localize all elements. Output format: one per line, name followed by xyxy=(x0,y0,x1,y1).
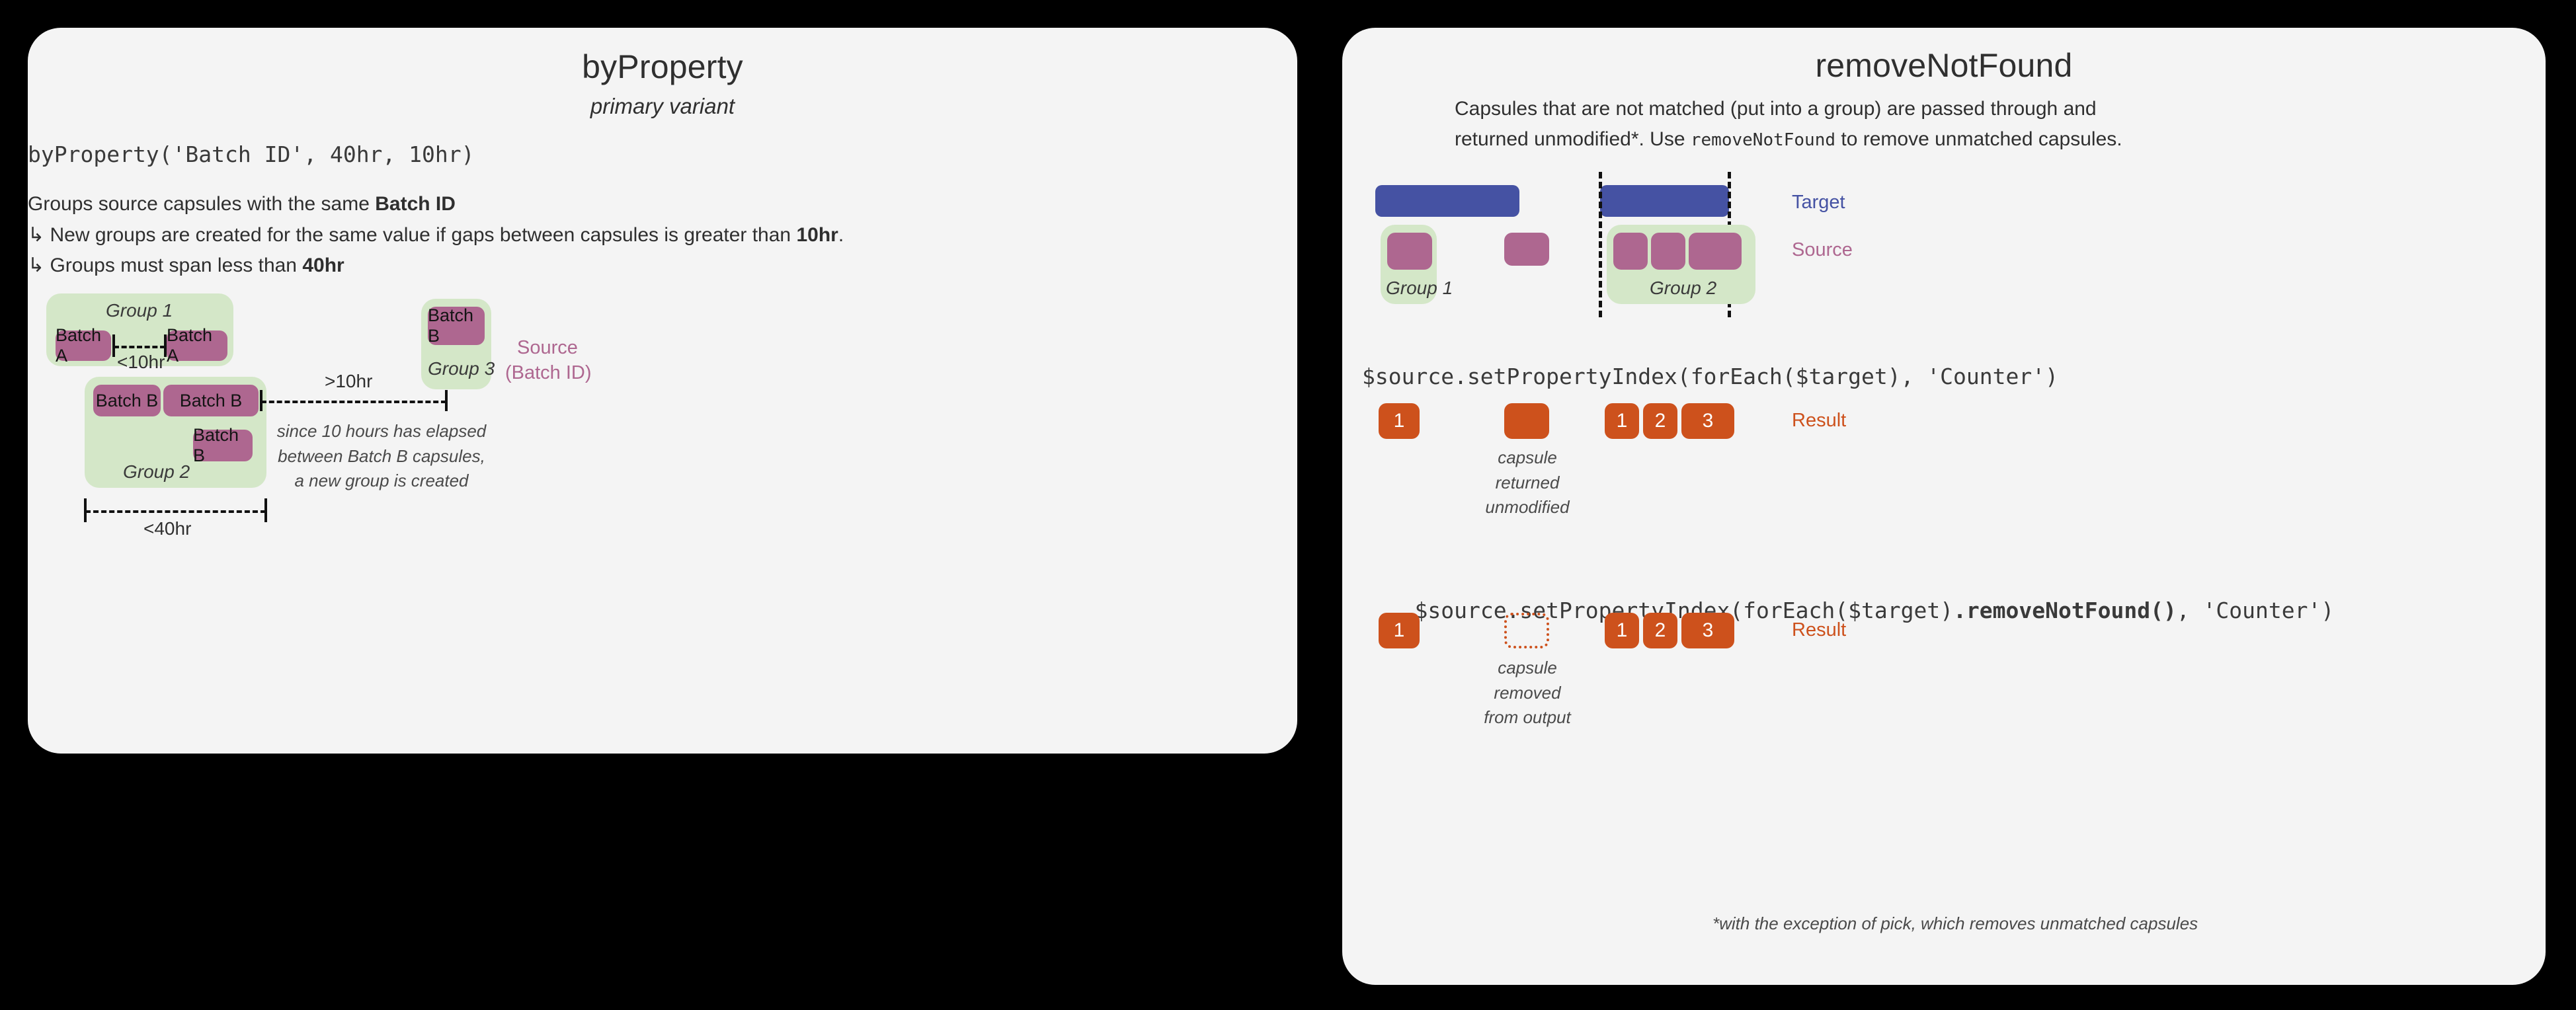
capsule-batch-b-1: Batch B xyxy=(93,385,161,416)
description-line-3-bold: 40hr xyxy=(302,254,344,276)
capsule-label: Batch B xyxy=(179,390,243,410)
row1-result-1: 1 xyxy=(1379,403,1420,439)
dim-label-gt10hr: >10hr xyxy=(325,371,373,391)
row2-annotation: capsule removed from output xyxy=(1484,658,1571,728)
description-mono-token: removeNotFound xyxy=(1690,130,1836,150)
description-line-1: Groups source capsules with the same Bat… xyxy=(28,193,456,215)
page-title: removeNotFound xyxy=(1815,47,2073,84)
row1-result-3: 2 xyxy=(1643,403,1677,439)
dim-tick-right xyxy=(164,334,167,357)
panel-description: Capsules that are not matched (put into … xyxy=(1455,94,2169,154)
result-value: 3 xyxy=(1702,410,1714,432)
description-line-1-bold: Batch ID xyxy=(375,193,456,215)
capsule-label: Batch B xyxy=(428,305,474,346)
row2-result-removed xyxy=(1504,613,1549,648)
capsule-label: Batch A xyxy=(56,325,102,366)
source-group-1-label: Group 1 xyxy=(1386,278,1453,298)
capsule-label: Batch A xyxy=(167,325,213,366)
row2-result-label: Result xyxy=(1792,619,1847,641)
source-capsule-4 xyxy=(1689,233,1742,270)
capsule-batch-b-2: Batch B xyxy=(163,385,259,416)
capsule-label: Batch B xyxy=(95,390,159,410)
description-part-2: to remove unmatched capsules. xyxy=(1835,128,2122,150)
result-value: 1 xyxy=(1616,410,1628,432)
description-line-2-text: New groups are created for the same valu… xyxy=(44,224,797,246)
page-title: byProperty xyxy=(582,48,743,85)
source-capsule-1 xyxy=(1387,233,1432,270)
dim-label-lt10hr: <10hr xyxy=(117,352,165,372)
result-value: 1 xyxy=(1393,619,1405,641)
source-capsule-3 xyxy=(1651,233,1685,270)
row1-annotation: capsule returned unmodified xyxy=(1485,447,1570,518)
source-label-line1: Source xyxy=(517,337,578,358)
dim-line-lt40hr xyxy=(85,510,266,513)
capsule-batch-b-3: Batch B xyxy=(193,425,253,465)
description-line-3-text: Groups must span less than xyxy=(44,254,303,276)
description-line-1-text: Groups source capsules with the same xyxy=(28,193,376,215)
description-line-2: ↳ New groups are created for the same va… xyxy=(28,223,844,247)
row2-result-4: 3 xyxy=(1681,613,1734,648)
result-value: 3 xyxy=(1702,619,1714,641)
row2-result-1: 1 xyxy=(1379,613,1420,648)
dim-line-lt10hr xyxy=(114,346,165,348)
by-property-signature: byProperty('Batch ID', 40hr, 10hr) xyxy=(28,141,475,167)
row2-code-bold: .removeNotFound() xyxy=(1953,598,2177,623)
row2-code-post: , 'Counter') xyxy=(2176,598,2335,623)
dim-line-gt10hr xyxy=(261,401,446,403)
dim-label-lt40hr: <40hr xyxy=(143,518,192,539)
remove-not-found-panel: removeNotFound Capsules that are not mat… xyxy=(1342,28,2546,985)
row1-result-4: 3 xyxy=(1681,403,1734,439)
capsule-batch-a-1: Batch A xyxy=(56,325,111,366)
group-split-annotation: since 10 hours has elapsed between Batch… xyxy=(276,421,487,491)
dim-tick-right xyxy=(445,390,448,411)
panel-footnote: *with the exception of pick, which remov… xyxy=(1712,913,2198,933)
row2-result-2: 1 xyxy=(1605,613,1639,648)
description-part-1: Capsules that are not matched (put into … xyxy=(1455,98,2097,150)
group-3-label: Group 3 xyxy=(428,358,495,379)
row1-result-unmatched xyxy=(1504,403,1549,439)
panel-subtitle: primary variant xyxy=(590,94,735,118)
target-boundary-line-left xyxy=(1599,172,1602,317)
description-line-3: ↳ Groups must span less than 40hr xyxy=(28,254,344,277)
capsule-batch-a-2: Batch A xyxy=(167,325,227,366)
source-capsule-unmatched xyxy=(1504,233,1549,266)
row2-result-3: 2 xyxy=(1643,613,1677,648)
target-row-label: Target xyxy=(1792,192,1845,213)
source-capsule-2 xyxy=(1613,233,1648,270)
group-2-label: Group 2 xyxy=(123,461,190,482)
target-bar-2 xyxy=(1600,185,1729,217)
by-property-panel: byProperty primary variant byProperty('B… xyxy=(28,28,1297,754)
group-1-label: Group 1 xyxy=(106,300,173,321)
result-value: 2 xyxy=(1654,410,1666,432)
row1-result-2: 1 xyxy=(1605,403,1639,439)
capsule-batch-b-4: Batch B xyxy=(428,305,485,346)
result-value: 1 xyxy=(1393,410,1405,432)
result-value: 1 xyxy=(1616,619,1628,641)
target-bar-1 xyxy=(1375,185,1519,217)
row1-result-label: Result xyxy=(1792,410,1847,431)
capsule-label: Batch B xyxy=(193,425,239,465)
arrow-icon: ↳ xyxy=(28,254,45,276)
source-row-label: Source xyxy=(1792,239,1853,260)
dim-tick-right xyxy=(264,498,267,522)
arrow-icon: ↳ xyxy=(28,224,45,246)
description-line-2-post: . xyxy=(838,224,844,246)
description-line-2-bold: 10hr xyxy=(796,224,838,246)
row1-code: $source.setPropertyIndex(forEach($target… xyxy=(1362,364,2058,389)
result-value: 2 xyxy=(1654,619,1666,641)
source-label-line2: (Batch ID) xyxy=(505,362,592,383)
source-group-2-label: Group 2 xyxy=(1650,278,1717,298)
